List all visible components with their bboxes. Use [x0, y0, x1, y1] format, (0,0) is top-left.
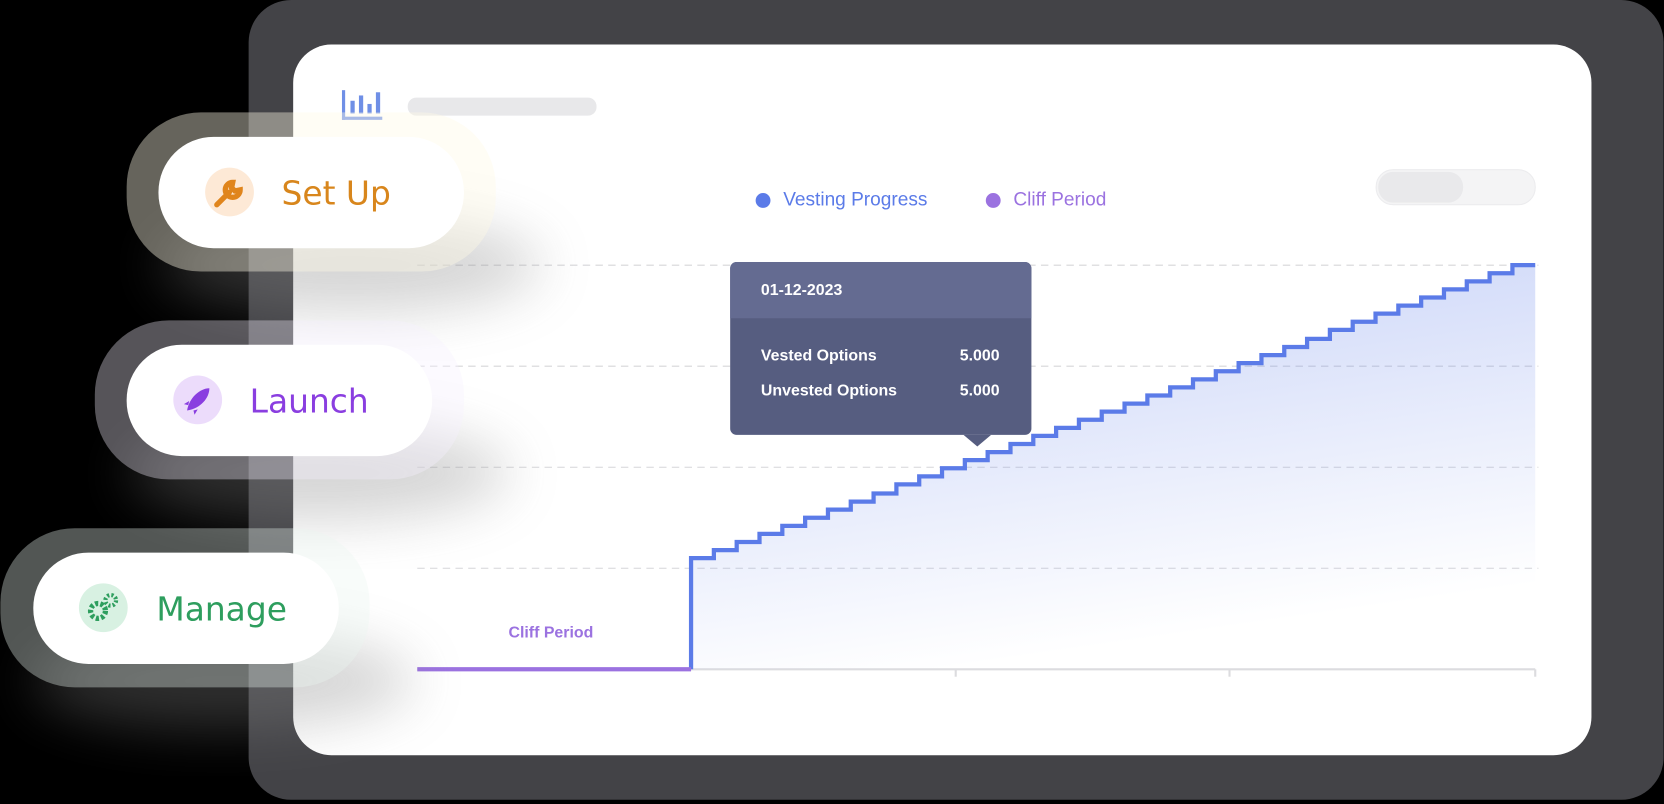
tooltip-value: 5.000 — [960, 348, 1000, 365]
pill-label: Manage — [156, 589, 287, 628]
step-line — [688, 263, 1536, 670]
legend-label: Vesting Progress — [783, 190, 927, 211]
pill-label: Launch — [250, 382, 369, 421]
plot: Cliff Period — [417, 263, 1539, 677]
annotation: Cliff Period — [508, 624, 593, 641]
pill-manage[interactable]: Manage — [0, 528, 415, 729]
pill-label: Set Up — [282, 174, 391, 213]
tooltip: 01-12-2023 Vested Options 5.000 Unvested… — [730, 261, 1032, 447]
title-placeholder — [407, 97, 597, 116]
tooltip-label: Unvested Options — [761, 383, 897, 400]
tooltip-value: 5.000 — [960, 383, 1000, 400]
legend-label: Cliff Period — [1013, 190, 1106, 211]
legend-dot — [985, 193, 1001, 208]
area-fill — [691, 265, 1536, 670]
toggle-knob — [1378, 171, 1464, 203]
tooltip-date: 01-12-2023 — [761, 282, 843, 299]
pill-setup[interactable]: Set Up — [126, 112, 542, 313]
tooltip-label: Vested Options — [761, 348, 877, 365]
legend-dot — [755, 193, 771, 208]
chart-icon — [341, 90, 383, 120]
pill-launch[interactable]: Launch — [94, 320, 510, 521]
